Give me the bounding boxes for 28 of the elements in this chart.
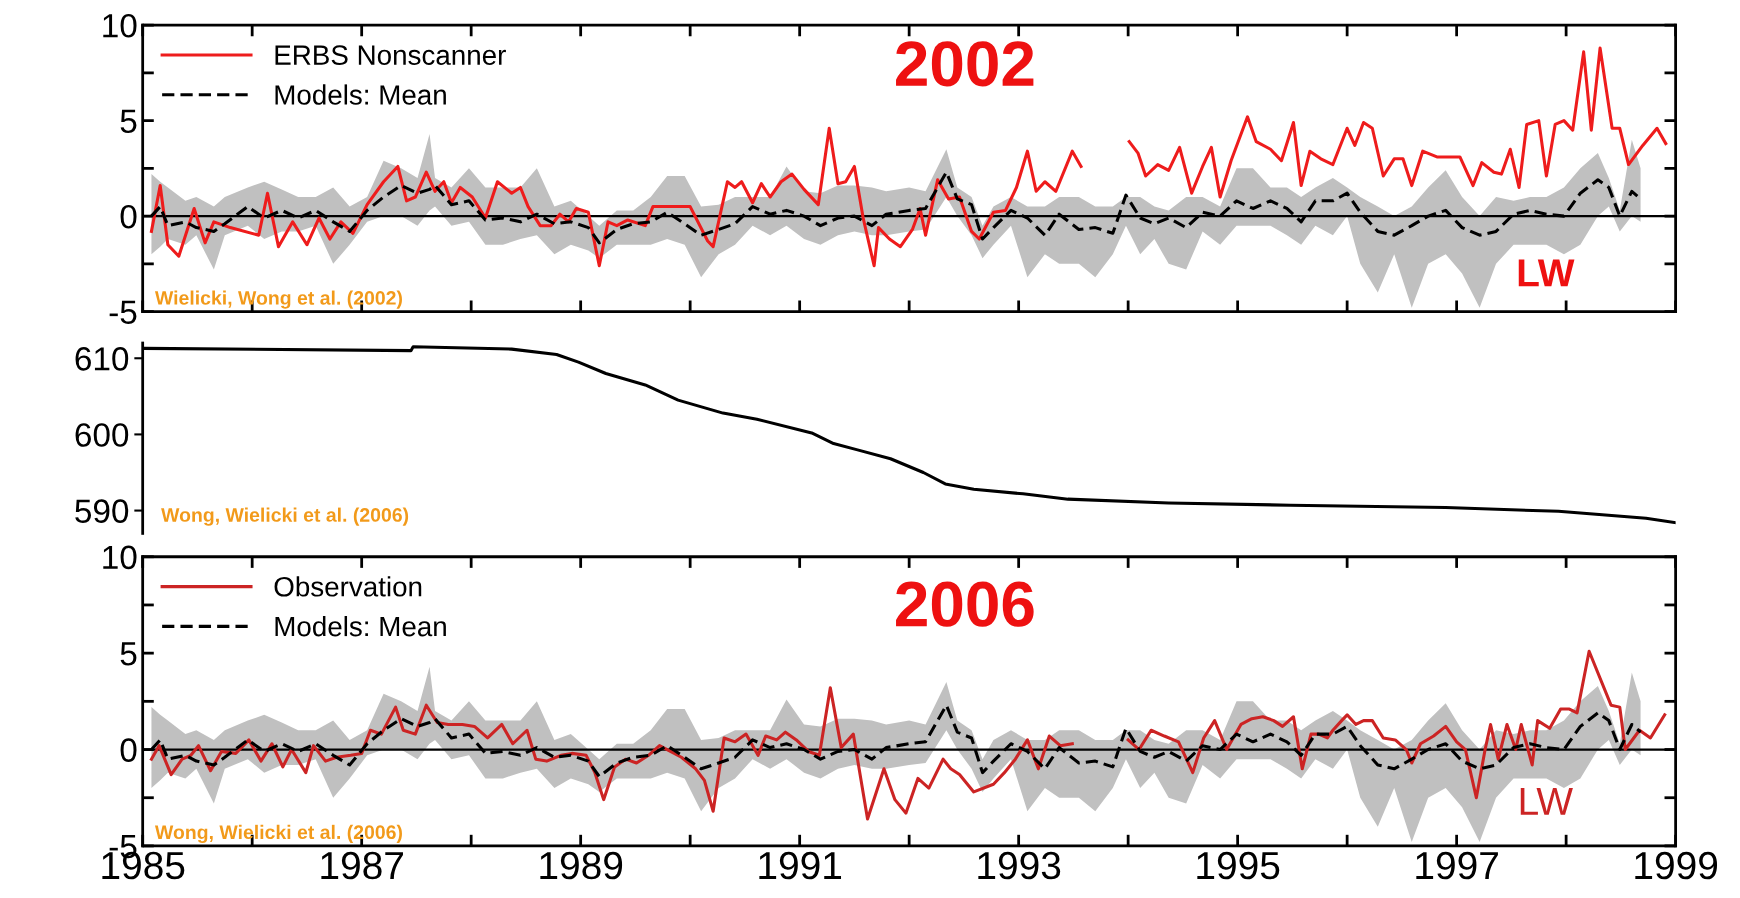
y-tick-label: 10	[103, 545, 137, 570]
annotation: 2006	[896, 581, 1034, 627]
legend-label: Models: Mean	[275, 84, 446, 105]
legend-label: Observation	[274, 576, 422, 597]
y-tick-label: 0	[120, 738, 137, 762]
annotation: LW	[1520, 787, 1573, 815]
x-tick-label: 1987	[321, 851, 403, 880]
y-tick-label: 5	[120, 642, 137, 666]
y-tick-label: 5	[120, 109, 137, 134]
y-tick-label: 0	[120, 204, 137, 229]
y-tick-label: 600	[75, 423, 129, 447]
annotation: 2002	[896, 41, 1034, 87]
annotation: LW	[1518, 259, 1575, 287]
x-tick-label: 1991	[759, 851, 842, 880]
legend-label: ERBS Nonscanner	[275, 45, 506, 65]
annotation: Wong, Wielicki et al. (2006)	[154, 824, 402, 844]
legend-label: Models: Mean	[275, 615, 446, 637]
y-tick-label: 590	[75, 499, 129, 523]
annotation: Wielicki, Wong et al. (2002)	[154, 290, 402, 309]
y-tick-label: 10	[103, 13, 137, 38]
x-tick-label: 1993	[978, 851, 1061, 880]
annotation: Wong, Wielicki et al. (2006)	[161, 507, 409, 526]
x-tick-label: 1995	[1197, 851, 1280, 880]
x-tick-label: 1997	[1416, 851, 1498, 880]
y-tick-label: 610	[75, 347, 129, 371]
x-tick-label: 1989	[540, 851, 623, 880]
x-tick-label: 1999	[1635, 851, 1718, 880]
y-tick-label: -5	[109, 300, 137, 325]
